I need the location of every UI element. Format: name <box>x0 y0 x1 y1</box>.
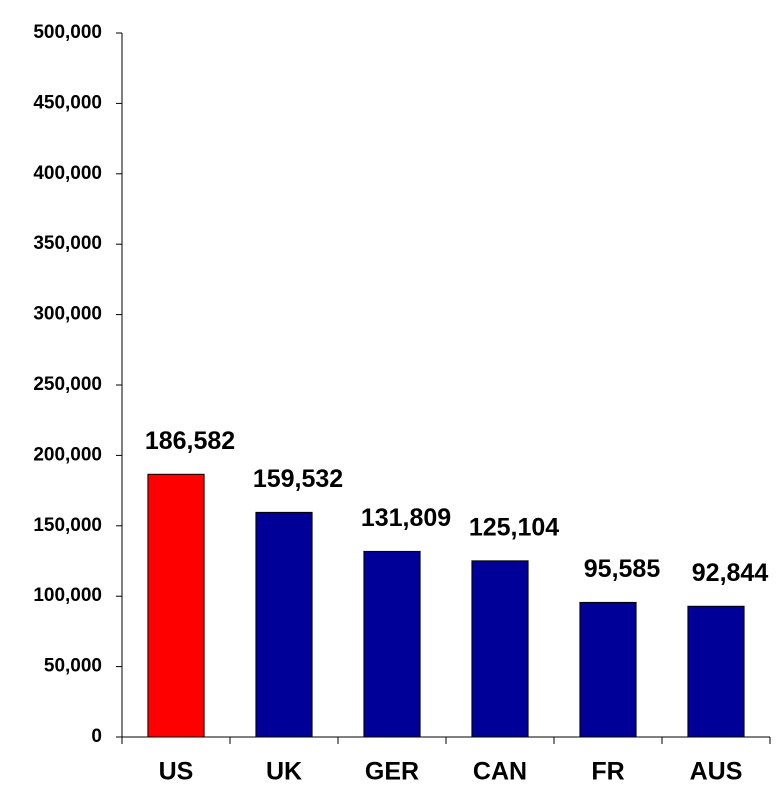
value-label: 92,844 <box>692 559 769 587</box>
x-tick-label: US <box>159 758 194 786</box>
x-tick-label: UK <box>266 758 302 786</box>
x-tick-label: GER <box>365 758 419 786</box>
y-tick-label: 250,000 <box>33 374 102 395</box>
bar <box>687 605 745 738</box>
y-tick-label: 0 <box>91 726 102 747</box>
y-tick-label: 450,000 <box>33 92 102 113</box>
value-label: 95,585 <box>584 555 661 583</box>
y-tick-label: 300,000 <box>33 304 102 325</box>
x-tick-label: CAN <box>473 758 527 786</box>
y-tick-label: 150,000 <box>33 515 102 536</box>
bar <box>255 511 313 738</box>
bar <box>147 473 205 738</box>
y-tick-label: 400,000 <box>33 163 102 184</box>
bar <box>363 550 421 738</box>
value-label: 125,104 <box>469 513 559 541</box>
bar <box>471 560 529 738</box>
y-tick-label: 350,000 <box>33 233 102 254</box>
y-tick-label: 100,000 <box>33 585 102 606</box>
y-tick-label: 200,000 <box>33 444 102 465</box>
x-tick-label: AUS <box>690 758 743 786</box>
y-tick-label: 500,000 <box>33 22 102 43</box>
y-tick-label: 50,000 <box>44 656 102 677</box>
value-label: 186,582 <box>145 427 235 455</box>
x-tick-label: FR <box>591 758 624 786</box>
value-label: 159,532 <box>253 465 343 493</box>
value-label: 131,809 <box>361 504 451 532</box>
bar <box>579 601 637 738</box>
